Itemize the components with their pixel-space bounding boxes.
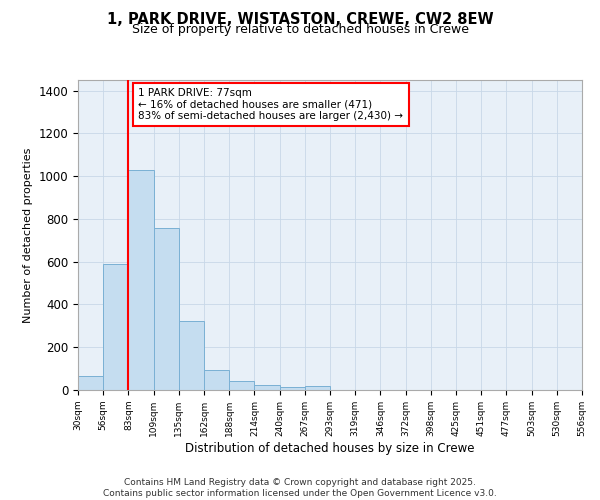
Bar [280, 388, 305, 390]
Bar [179, 320, 204, 390]
Bar [103, 264, 128, 390]
Y-axis label: Number of detached properties: Number of detached properties [23, 148, 33, 322]
Bar [128, 170, 154, 390]
Text: Contains HM Land Registry data © Crown copyright and database right 2025.
Contai: Contains HM Land Registry data © Crown c… [103, 478, 497, 498]
Bar [154, 228, 179, 390]
Text: 1, PARK DRIVE, WISTASTON, CREWE, CW2 8EW: 1, PARK DRIVE, WISTASTON, CREWE, CW2 8EW [107, 12, 493, 28]
X-axis label: Distribution of detached houses by size in Crewe: Distribution of detached houses by size … [185, 442, 475, 454]
Text: 1 PARK DRIVE: 77sqm
← 16% of detached houses are smaller (471)
83% of semi-detac: 1 PARK DRIVE: 77sqm ← 16% of detached ho… [139, 88, 403, 121]
Text: Size of property relative to detached houses in Crewe: Size of property relative to detached ho… [131, 22, 469, 36]
Bar [78, 376, 103, 390]
Bar [229, 382, 254, 390]
Bar [305, 386, 330, 390]
Bar [254, 386, 280, 390]
Bar [204, 370, 229, 390]
